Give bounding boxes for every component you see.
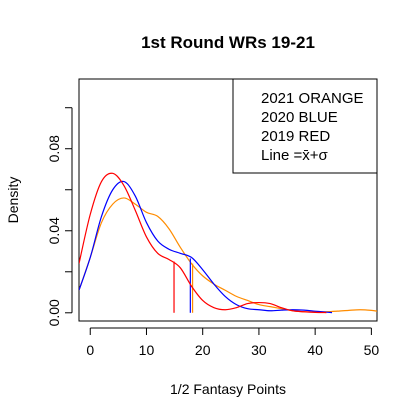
x-tick-label: 0 [86,342,94,358]
x-tick-label: 40 [307,342,323,358]
legend-entry: 2021 ORANGE [261,90,364,107]
chart-title: 1st Round WRs 19-21 [141,33,315,52]
legend-entry: 2019 RED [261,128,330,145]
axes: 0 10 20 30 40 50 0.00 0.04 0.08 [46,78,380,358]
density-curve-0 [79,197,377,313]
x-tick-label: 20 [195,342,211,358]
y-tick-label: 0.08 [46,135,62,162]
series-layer [79,172,377,314]
plot-frame [78,78,378,322]
legend-entry: Line =x̄+σ [261,147,329,164]
legend-entry: 2020 BLUE [261,109,338,126]
density-curve-1 [79,180,333,314]
x-tick-label: 30 [251,342,267,358]
x-tick-label: 10 [139,342,155,358]
y-tick-label: 0.00 [46,299,62,326]
x-axis-label: 1/2 Fantasy Points [170,381,286,397]
y-tick-label: 0.04 [46,217,62,244]
density-curve-2 [79,172,327,314]
x-tick-label: 50 [364,342,380,358]
legend: 2021 ORANGE 2020 BLUE 2019 RED Line =x̄+σ [232,78,378,174]
legend-box [232,78,378,174]
y-axis-label: Density [5,177,21,224]
